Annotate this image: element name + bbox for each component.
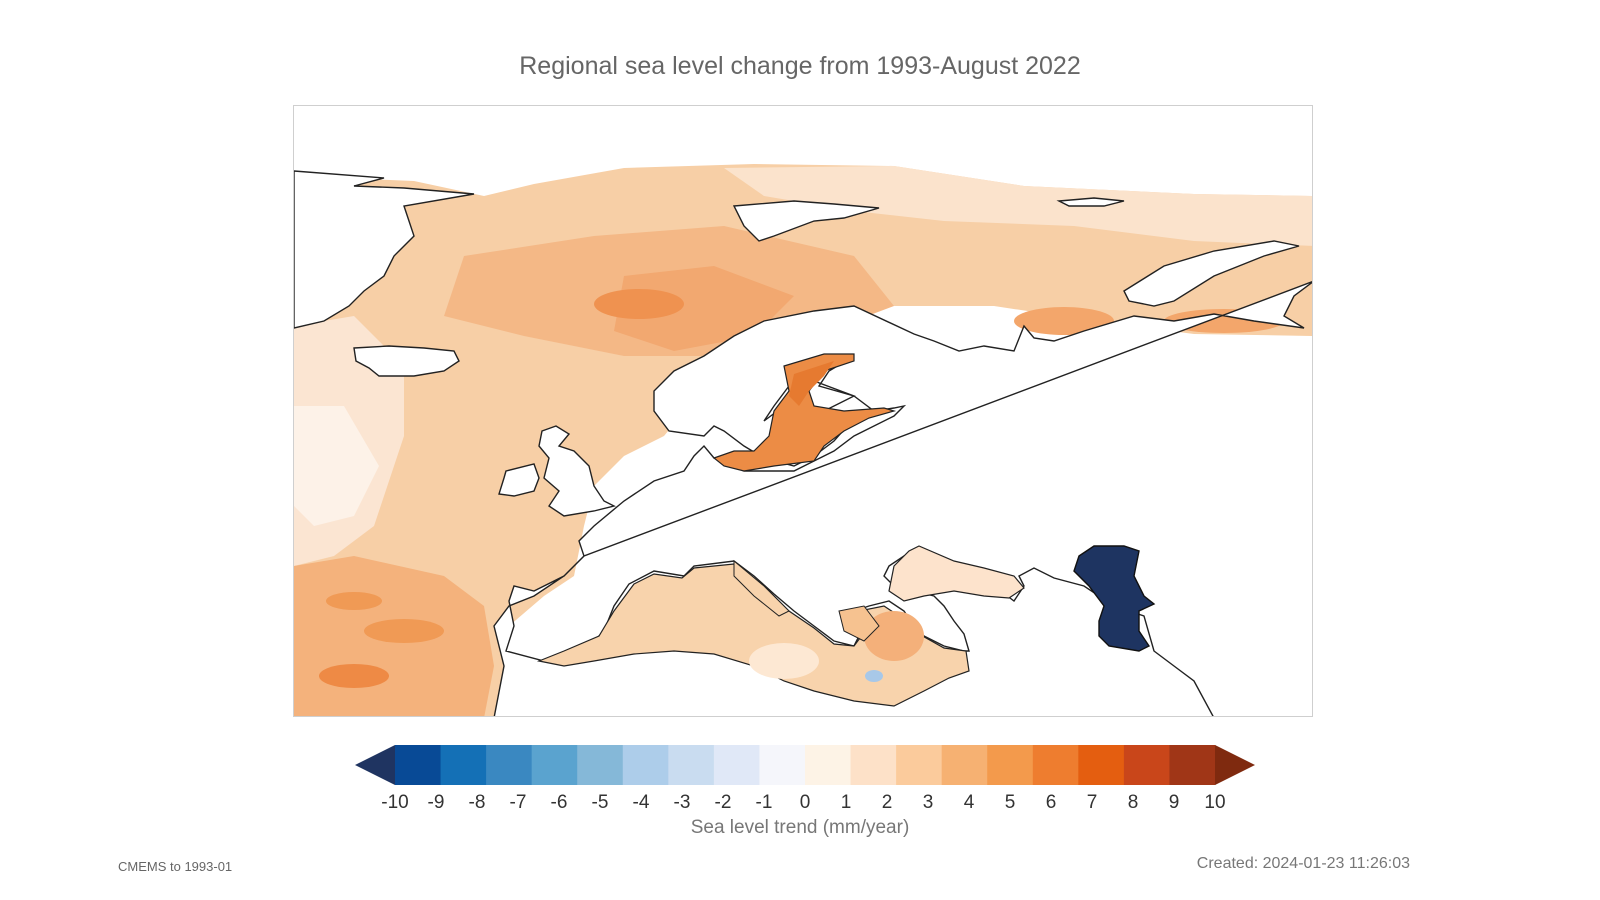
- colorbar-swatch: [486, 745, 533, 785]
- colorbar-swatch: [805, 745, 852, 785]
- colorbar-tick-label: 9: [1168, 792, 1180, 813]
- aegean-sea: [838, 605, 880, 642]
- iceland-coast: [353, 345, 460, 377]
- colorbar-tick-label: 0: [799, 792, 811, 813]
- colorbar-swatch: [1078, 745, 1125, 785]
- colorbar-swatch: [577, 745, 624, 785]
- colorbar-swatch: [941, 745, 988, 785]
- colorbar-swatch: [668, 745, 715, 785]
- colorbar-swatch: [395, 745, 442, 785]
- map-panel: [293, 105, 1313, 717]
- adriatic-sea: [733, 559, 790, 617]
- colorbar-swatch: [896, 745, 943, 785]
- colorbar-tick-label: 10: [1204, 792, 1226, 813]
- colorbar-swatch: [622, 745, 669, 785]
- colorbar-swatch: [440, 745, 487, 785]
- black-sea: [888, 545, 1025, 602]
- ocean-hotspot-5: [1014, 307, 1114, 335]
- colorbar-tick-label: -1: [755, 792, 773, 813]
- colorbar-tick-label: -8: [468, 792, 486, 813]
- colorbar-tick-label: 8: [1127, 792, 1139, 813]
- sea-level-map: [294, 164, 1312, 716]
- colorbar-tick-label: 2: [881, 792, 893, 813]
- colorbar-tick-label: -9: [427, 792, 445, 813]
- gulf-of-bothnia: [789, 361, 834, 406]
- colorbar-tick-label: 4: [963, 792, 975, 813]
- colorbar-swatches: [355, 745, 1255, 785]
- map-title: Regional sea level change from 1993-Augu…: [519, 52, 1081, 80]
- colorbar-tick-label: -5: [591, 792, 609, 813]
- colorbar-tick-label: -4: [632, 792, 650, 813]
- colorbar-tick-label: -6: [550, 792, 568, 813]
- greenland-coast: [294, 170, 475, 329]
- med-eastern-warm: [864, 611, 924, 661]
- colorbar-swatch: [850, 745, 897, 785]
- baltic-sea: [712, 353, 897, 472]
- created-timestamp: Created: 2024-01-23 11:26:03: [1196, 855, 1410, 872]
- ocean-hotspot-3: [326, 592, 382, 610]
- ocean-hotspot-1: [319, 664, 389, 688]
- colorbar-swatch: [1032, 745, 1079, 785]
- colorbar-tick-label: 5: [1004, 792, 1016, 813]
- colorbar-ticks: -10 -9 -8 -7 -6 -5 -4 -3 -2 -1 0 1 2 3 4 5 6 7 8 9 10: [0, 792, 1600, 816]
- great-britain-coast: [538, 425, 617, 517]
- colorbar-tick-label: 3: [922, 792, 934, 813]
- colorbar-swatch: [531, 745, 578, 785]
- colorbar-swatch: [1123, 745, 1170, 785]
- colorbar-tick-label: -7: [509, 792, 527, 813]
- ocean-west-pale: [294, 406, 379, 526]
- colorbar: [355, 745, 1255, 785]
- svalbard-coast: [732, 200, 880, 242]
- colorbar-swatch: [759, 745, 806, 785]
- source-note: CMEMS to 1993-01: [118, 859, 233, 874]
- ocean-hotspot-2: [364, 619, 444, 643]
- ocean-arctic-light: [724, 166, 1312, 246]
- colorbar-tick-label: 6: [1045, 792, 1057, 813]
- caspian-sea: [1073, 545, 1156, 652]
- colorbar-swatch: [987, 745, 1034, 785]
- med-ionian-pale: [749, 643, 819, 679]
- franz-josef-coast: [1056, 197, 1125, 207]
- colorbar-tick-label: -2: [714, 792, 732, 813]
- novaya-zemlya-coast: [1123, 240, 1300, 307]
- colorbar-swatch: [1169, 745, 1216, 785]
- colorbar-tick-label: -3: [673, 792, 691, 813]
- med-cool-spot: [865, 670, 883, 682]
- colorbar-label: Sea level trend (mm/year): [690, 817, 910, 838]
- ocean-hotspot-4: [594, 289, 684, 319]
- colorbar-tick-label: -10: [381, 792, 409, 813]
- colorbar-swatch: [713, 745, 760, 785]
- colorbar-tick-label: 1: [840, 792, 852, 813]
- colorbar-tick-label: 7: [1086, 792, 1098, 813]
- ireland-coast: [498, 463, 540, 497]
- colorbar-extend-high: [1215, 745, 1255, 785]
- colorbar-extend-low: [355, 745, 395, 785]
